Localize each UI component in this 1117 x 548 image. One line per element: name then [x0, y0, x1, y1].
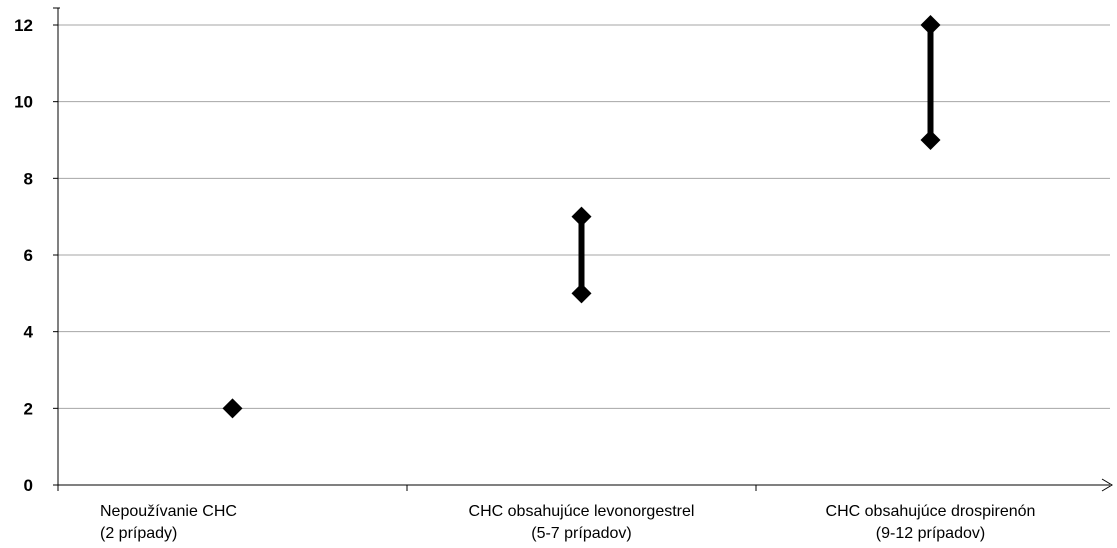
point-marker [222, 398, 243, 419]
y-tick-label: 2 [24, 399, 33, 418]
y-tick-label: 10 [14, 93, 33, 112]
x-category-label: CHC obsahujúce drospirenón [826, 503, 1036, 520]
x-category-sublabel: (2 prípady) [100, 525, 177, 542]
x-category-label: Nepoužívanie CHC [100, 503, 237, 520]
x-category-sublabel: (9-12 prípadov) [876, 525, 985, 542]
range-low-marker [920, 130, 941, 150]
y-tick-label: 4 [24, 323, 34, 342]
x-axis-arrow [1101, 478, 1113, 492]
x-axis-categories: Nepoužívanie CHC (2 prípady) CHC obsahujúc… [57, 485, 1036, 542]
y-axis-ticks: 0 2 4 6 8 10 12 [14, 16, 58, 495]
axes [53, 7, 1113, 492]
range-low-marker [571, 283, 592, 304]
range-high-marker [920, 15, 941, 35]
y-tick-label: 6 [24, 246, 33, 265]
y-tick-label: 8 [24, 169, 33, 188]
y-tick-label: 12 [14, 16, 33, 35]
y-tick-label: 0 [24, 476, 33, 495]
range-high-marker [571, 206, 592, 227]
data-marks [222, 15, 941, 419]
x-category-label: CHC obsahujúce levonorgestrel [469, 503, 695, 520]
x-category-sublabel: (5-7 prípadov) [531, 525, 632, 542]
